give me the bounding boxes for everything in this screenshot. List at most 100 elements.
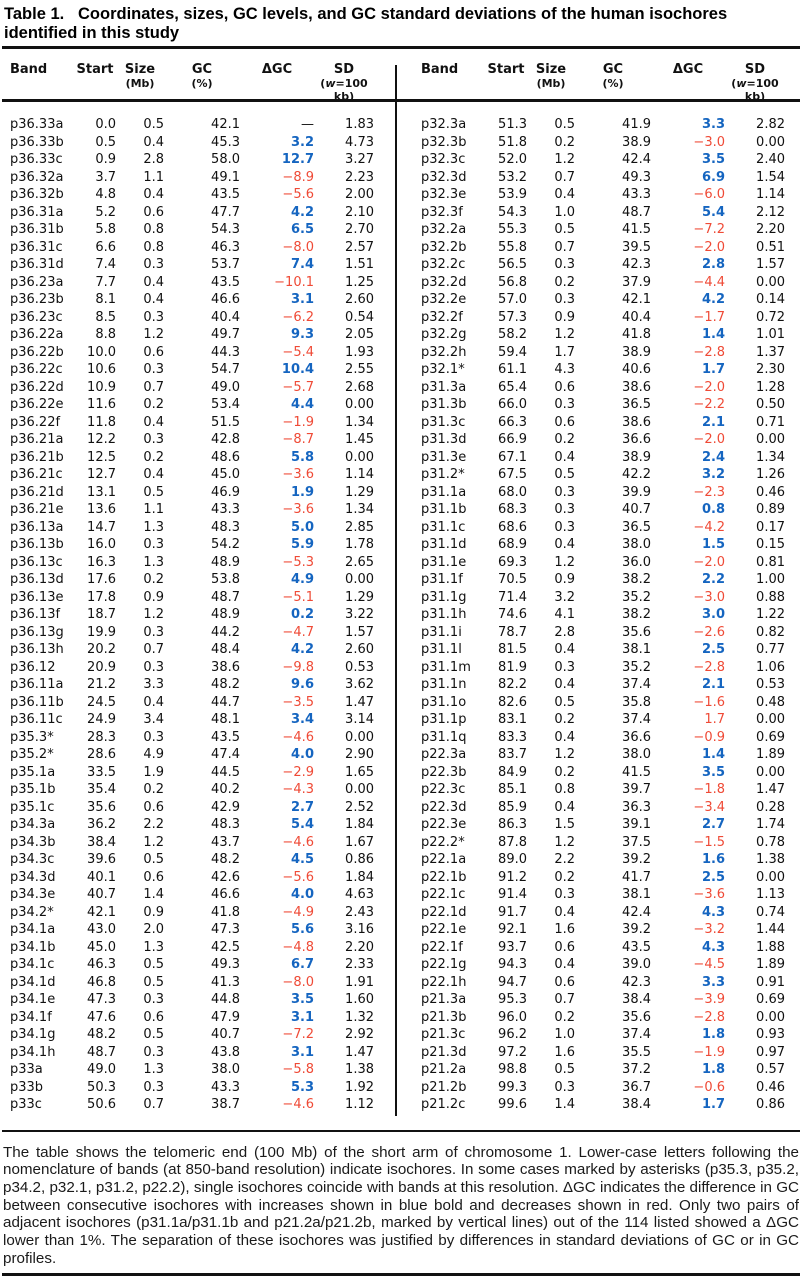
table-row: p31.1g 71.4 3.2 35.2 −3.0 0.88: [421, 589, 800, 607]
start-cell: 11.6: [87, 397, 116, 412]
delta-gc-cell: 6.9: [701, 169, 725, 185]
size-cell: 0.2: [554, 869, 575, 885]
size-cell: 2.8: [554, 624, 575, 640]
start-cell: 86.3: [498, 817, 527, 832]
sd-cell: 0.72: [756, 309, 785, 325]
delta-gc-cell: −4.7: [282, 624, 314, 640]
band-cell: p31.3b: [421, 397, 467, 412]
sd-cell: 0.17: [756, 519, 785, 535]
gc-cell: 38.1: [622, 642, 651, 657]
start-cell: 91.2: [498, 869, 527, 885]
start-cell: 66.3: [498, 414, 527, 430]
size-cell: 0.3: [143, 432, 164, 447]
table-row: p36.12 20.9 0.3 38.6 −9.8 0.53: [10, 659, 395, 677]
start-cell: 28.6: [87, 747, 116, 762]
sd-cell: 0.00: [756, 764, 785, 780]
start-cell: 24.9: [87, 712, 116, 727]
gc-cell: 49.0: [211, 379, 240, 395]
size-cell: 0.7: [143, 642, 164, 657]
delta-gc-cell: 6.5: [290, 222, 314, 237]
sd-cell: 2.10: [345, 204, 374, 220]
gc-cell: 47.7: [211, 204, 240, 220]
sd-cell: 1.47: [345, 694, 374, 710]
size-cell: 0.6: [143, 204, 164, 220]
table-row: p34.1b 45.0 1.3 42.5 −4.8 2.20: [10, 939, 395, 957]
band-cell: p22.3a: [421, 747, 467, 762]
sd-cell: 1.12: [345, 1097, 374, 1112]
start-cell: 40.7: [87, 887, 116, 902]
gc-cell: 40.7: [622, 502, 651, 517]
delta-gc-cell: 4.3: [701, 904, 725, 920]
start-cell: 45.0: [87, 939, 116, 955]
start-cell: 69.3: [498, 554, 527, 570]
sd-cell: 1.00: [756, 572, 785, 587]
start-cell: 16.0: [87, 537, 116, 552]
size-cell: 1.0: [554, 1027, 575, 1042]
start-cell: 56.5: [498, 257, 527, 272]
delta-gc-cell: −7.2: [282, 1027, 314, 1042]
delta-gc-cell: −9.8: [282, 659, 314, 675]
gc-cell: 38.2: [622, 572, 651, 587]
table-row: p34.1f 47.6 0.6 47.9 3.1 1.32: [10, 1009, 395, 1027]
delta-gc-cell: −4.6: [282, 1097, 314, 1112]
gc-cell: 36.7: [622, 1079, 651, 1095]
delta-gc-cell: 2.2: [701, 572, 725, 587]
band-cell: p31.1n: [421, 677, 467, 692]
delta-gc-cell: −6.2: [282, 309, 314, 325]
delta-gc-cell: −1.7: [693, 309, 725, 325]
gc-cell: 36.6: [622, 432, 651, 447]
sd-cell: 2.60: [345, 292, 374, 307]
gc-cell: 35.8: [622, 694, 651, 710]
band-cell: p35.1a: [10, 764, 56, 780]
gc-cell: 43.5: [622, 939, 651, 955]
band-cell: p36.13g: [10, 624, 64, 640]
delta-gc-cell: 2.5: [701, 642, 725, 657]
delta-gc-cell: −5.6: [282, 187, 314, 202]
start-cell: 87.8: [498, 834, 527, 850]
delta-gc-cell: −4.6: [282, 834, 314, 850]
band-cell: p32.2b: [421, 239, 467, 255]
band-cell: p34.3b: [10, 834, 56, 850]
table-row: p22.1a 89.0 2.2 39.2 1.6 1.38: [421, 851, 800, 869]
gc-cell: 38.6: [211, 659, 240, 675]
delta-gc-cell: 4.2: [701, 292, 725, 307]
band-cell: p22.1e: [421, 922, 467, 937]
gc-cell: 41.5: [622, 764, 651, 780]
gc-cell: 48.1: [211, 712, 240, 727]
band-cell: p36.22b: [10, 344, 64, 360]
band-cell: p36.22a: [10, 327, 64, 342]
horizontal-rule-precaption: [2, 1129, 800, 1132]
sd-cell: 1.47: [756, 782, 785, 797]
band-cell: p22.3c: [421, 782, 466, 797]
sd-cell: 1.84: [345, 817, 374, 832]
size-cell: 1.1: [143, 169, 164, 185]
band-cell: p31.1m: [421, 659, 471, 675]
start-cell: 13.6: [87, 502, 116, 517]
start-cell: 35.6: [87, 799, 116, 815]
delta-gc-cell: −3.6: [693, 887, 725, 902]
band-cell: p31.1f: [421, 572, 463, 587]
delta-gc-cell: −5.7: [282, 379, 314, 395]
size-cell: 0.5: [554, 117, 575, 132]
table-body-right: p32.3a 51.3 0.5 41.9 3.3 2.82 p32.3b 51.8 0.2 38.…: [395, 102, 800, 1130]
sd-cell: 0.00: [345, 397, 374, 412]
size-cell: 0.7: [143, 1097, 164, 1112]
delta-gc-cell: 2.1: [701, 677, 725, 692]
gc-cell: 36.5: [622, 397, 651, 412]
start-cell: 17.6: [87, 572, 116, 587]
gc-cell: 42.1: [211, 117, 240, 132]
delta-gc-cell: 1.7: [701, 1097, 725, 1112]
gc-cell: 48.9: [211, 607, 240, 622]
size-cell: 0.4: [143, 414, 164, 430]
gc-cell: 39.0: [622, 957, 651, 972]
band-cell: p36.23b: [10, 292, 64, 307]
table-row: p22.3e 86.3 1.5 39.1 2.7 1.74: [421, 816, 800, 834]
sd-cell: 2.82: [756, 117, 785, 132]
table-caption: The table shows the telomeric end (100 M…: [3, 1143, 799, 1267]
delta-gc-cell: 5.4: [290, 817, 314, 832]
horizontal-rule-header: [2, 99, 800, 102]
delta-gc-cell: 0.8: [701, 502, 725, 517]
delta-gc-cell: −2.2: [693, 397, 725, 412]
start-cell: 38.4: [87, 834, 116, 850]
table-row: p21.3a 95.3 0.7 38.4 −3.9 0.69: [421, 991, 800, 1009]
